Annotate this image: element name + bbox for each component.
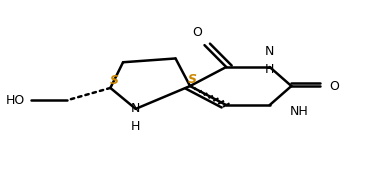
Text: NH: NH [290,105,308,118]
Text: HO: HO [6,94,25,107]
Text: O: O [330,80,339,92]
Text: N: N [265,45,275,58]
Text: N: N [131,102,141,115]
Text: H: H [265,63,275,76]
Text: H: H [131,120,141,133]
Text: S: S [187,73,196,86]
Text: S: S [109,74,119,87]
Text: O: O [192,26,202,39]
